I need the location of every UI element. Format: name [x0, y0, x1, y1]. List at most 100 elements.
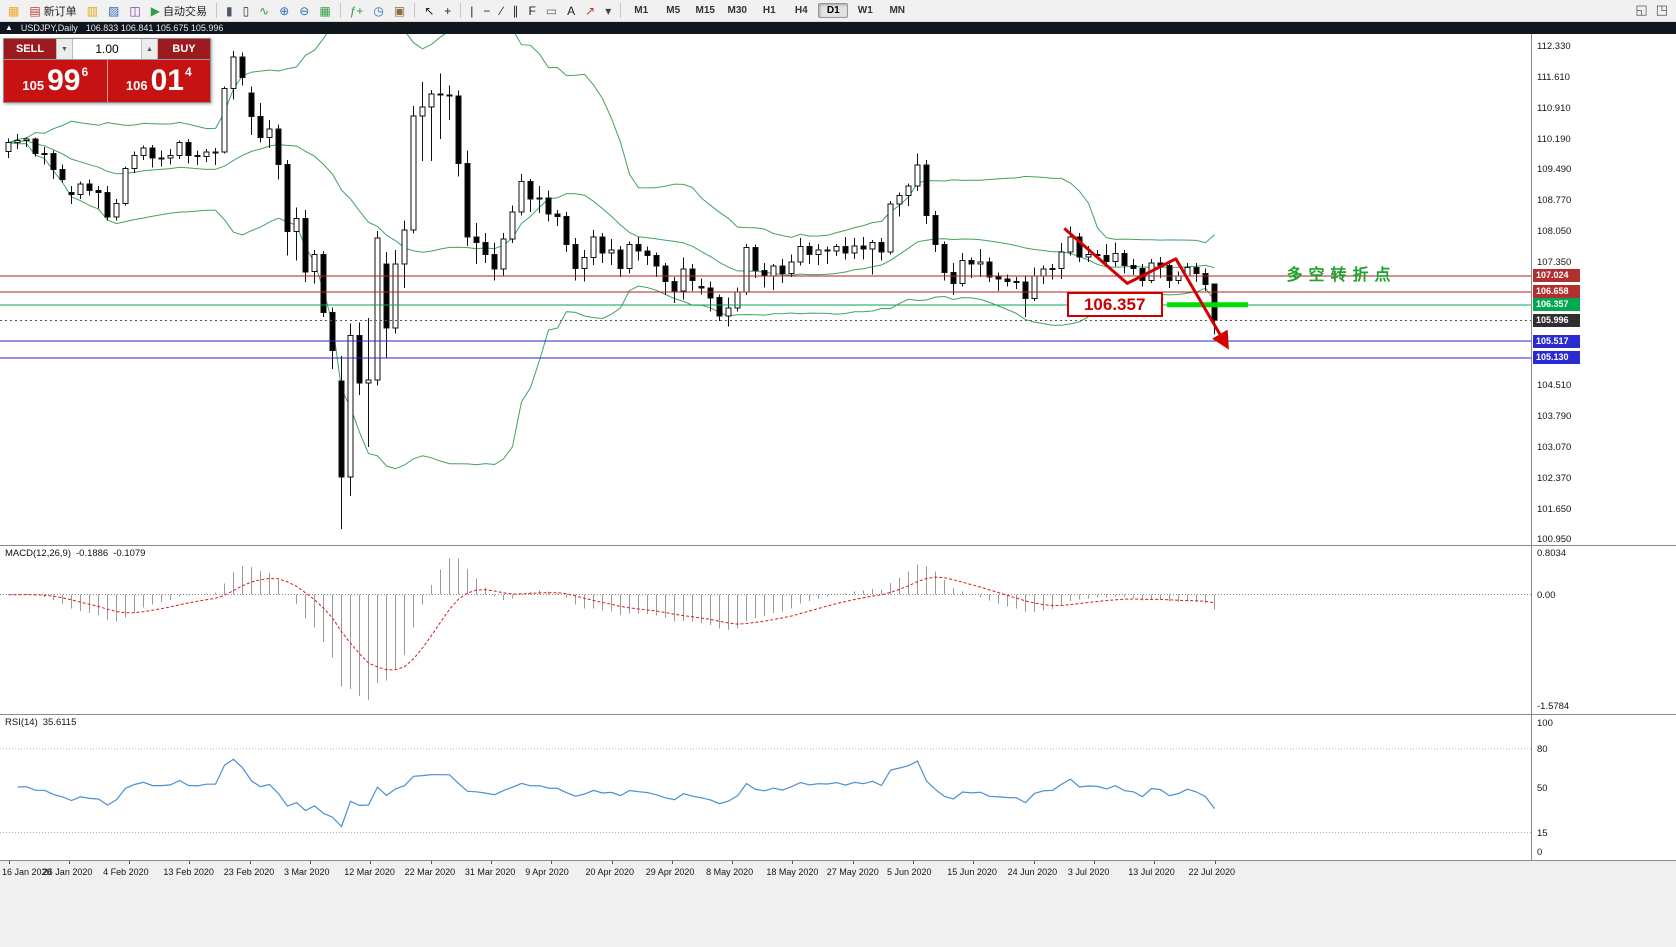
dropdown-arrow-icon: ▾ — [605, 3, 612, 18]
arrows-icon[interactable]: ↗ — [580, 1, 600, 21]
vertical-line-icon[interactable]: | — [465, 1, 478, 21]
timeframe-m5[interactable]: M5 — [666, 5, 681, 16]
toolbar-separator — [339, 3, 341, 18]
price-axis-label: 108.770 — [1537, 195, 1572, 207]
channel-icon[interactable]: ∥ — [507, 1, 523, 21]
macd-signal-value: -0.1079 — [113, 548, 146, 559]
volume-input[interactable] — [73, 39, 141, 59]
rsi-axis-label: 100 — [1537, 718, 1553, 729]
bollinger-middle-band — [8, 140, 1215, 276]
time-axis-label: 26 Jan 2020 — [42, 867, 93, 877]
zoom-out-icon[interactable]: ⊖ — [294, 1, 314, 21]
collapse-panel-icon[interactable]: ▲ — [5, 23, 13, 32]
candlestick-chart-icon[interactable]: ▯ — [238, 1, 255, 21]
time-axis-label: 23 Feb 2020 — [223, 867, 275, 877]
timeframe-m30[interactable]: M30 — [727, 5, 747, 16]
timeframe-h1[interactable]: H1 — [762, 5, 776, 16]
sell-button[interactable]: SELL — [4, 39, 56, 59]
macd-label: MACD(12,26,9) — [5, 548, 71, 559]
time-axis-label: 8 May 2020 — [706, 867, 754, 877]
time-axis-label: 29 Apr 2020 — [645, 867, 695, 877]
time-axis-label: 5 Jun 2020 — [887, 867, 932, 877]
bar-chart-icon[interactable]: ▮ — [221, 1, 238, 21]
line-chart-icon[interactable]: ∿ — [254, 1, 274, 21]
tile-windows-icon[interactable]: ▦ — [314, 1, 335, 21]
buy-button[interactable]: BUY — [158, 39, 210, 59]
cursor-icon: ↖ — [424, 3, 435, 18]
macd-main-value: -0.1886 — [76, 548, 109, 559]
timeframe-m1[interactable]: M1 — [634, 5, 649, 16]
window-layout-icon[interactable]: ◱ — [1635, 2, 1648, 17]
templates-icon: ▣ — [393, 3, 406, 18]
time-axis-label: 18 May 2020 — [766, 867, 819, 877]
volume-increment-button[interactable]: ▲ — [141, 39, 158, 59]
downtrend-zigzag-arrow[interactable] — [1063, 227, 1229, 350]
rsi-value: 35.6115 — [42, 717, 77, 728]
channel-icon: ∥ — [512, 3, 519, 18]
timeframe-d1[interactable]: D1 — [818, 3, 849, 18]
time-axis-tick — [1154, 861, 1156, 864]
rsi-indicator-canvas[interactable] — [0, 715, 1532, 860]
horizontal-line-icon[interactable]: − — [478, 1, 495, 21]
terminal-icon[interactable]: ▦ — [3, 1, 24, 21]
main-toolbar: ▦ ▤ 新订单 ▥ ▨ ◫ ▶ 自动交易 ▮ ▯ ∿ ⊕ ⊖ ▦ ƒ+ ◷ ▣ ↖ + | − ∕ ∥ F ▭ A ↗ ▾ M1 M5 M1… — [0, 0, 1676, 22]
timeframe-mn[interactable]: MN — [889, 5, 906, 16]
macd-indicator-canvas[interactable] — [0, 546, 1532, 714]
timeframe-w1[interactable]: W1 — [857, 5, 873, 16]
turning-point-annotation[interactable]: 多空转折点 — [1286, 267, 1397, 285]
time-axis-tick — [671, 861, 673, 864]
new-order-button[interactable]: ▤ 新订单 — [24, 1, 81, 21]
autotrading-button[interactable]: ▶ 自动交易 — [146, 1, 212, 21]
terminal-icon: ▦ — [8, 3, 20, 18]
new-window-icon[interactable]: ◳ — [1655, 2, 1668, 17]
new-chart-icon[interactable]: ▥ — [82, 1, 103, 21]
macd-splitter[interactable] — [0, 545, 1676, 546]
toolbar-separator — [620, 3, 622, 18]
price-tag-106.658: 106.658 — [1533, 285, 1580, 299]
volume-decrement-button[interactable]: ▼ — [56, 39, 73, 59]
ask-price-figure: 106 — [125, 77, 148, 93]
time-axis-tick — [1214, 861, 1216, 864]
text-icon[interactable]: A — [562, 1, 580, 21]
time-axis-tick — [1033, 861, 1035, 864]
trendline-icon[interactable]: ∕ — [495, 1, 507, 21]
shapes-icon[interactable]: ▭ — [541, 1, 562, 21]
ask-price-display[interactable]: 106 01 4 — [106, 60, 210, 102]
time-axis-tick — [310, 861, 311, 864]
time-axis-tick — [129, 861, 131, 864]
fibonacci-icon[interactable]: F — [523, 1, 540, 21]
bollinger-lower-band — [8, 142, 1215, 470]
market-watch-icon[interactable]: ◫ — [124, 1, 145, 21]
timeframe-m15[interactable]: M15 — [695, 5, 715, 16]
dropdown-arrow-icon[interactable]: ▾ — [600, 1, 616, 21]
time-axis-label: 22 Jul 2020 — [1188, 867, 1236, 877]
time-axis-tick — [792, 861, 794, 864]
rsi-splitter[interactable] — [0, 714, 1676, 715]
indicators-icon[interactable]: ƒ+ — [345, 1, 369, 21]
bid-price-display[interactable]: 105 99 6 — [4, 60, 107, 102]
time-axis-label: 4 Feb 2020 — [103, 867, 149, 877]
rsi-axis-label: 50 — [1537, 782, 1548, 794]
main-chart-canvas[interactable] — [0, 34, 1532, 545]
zoom-in-icon[interactable]: ⊕ — [274, 1, 294, 21]
templates-icon[interactable]: ▣ — [389, 1, 410, 21]
profiles-icon[interactable]: ▨ — [103, 1, 124, 21]
price-axis-label: 112.330 — [1537, 41, 1571, 52]
time-axis-tick — [611, 861, 613, 864]
time-axis-tick — [490, 861, 492, 864]
time-axis[interactable]: 16 Jan 2020 26 Jan 2020 4 Feb 2020 13 Feb 2… — [0, 860, 1676, 947]
cursor-icon[interactable]: ↖ — [419, 1, 439, 21]
bollinger-upper-band — [8, 34, 1215, 244]
zoom-out-icon: ⊖ — [299, 3, 310, 18]
time-axis-label: 24 Jun 2020 — [1007, 867, 1058, 877]
chart-title-strip: ▲ USDJPY,Daily 106.833 106.841 105.675 1… — [0, 22, 1676, 34]
periods-icon[interactable]: ◷ — [368, 1, 388, 21]
ohlc-readout: 106.833 106.841 105.675 105.996 — [85, 23, 224, 33]
timeframe-h4[interactable]: H4 — [794, 5, 808, 16]
price-level-callout[interactable]: 106.357 — [1066, 291, 1163, 317]
zoom-in-icon: ⊕ — [279, 3, 290, 18]
price-tag-107.024: 107.024 — [1533, 269, 1580, 283]
bar-chart-icon: ▮ — [225, 3, 233, 18]
new-chart-icon: ▥ — [86, 3, 99, 18]
crosshair-icon[interactable]: + — [439, 1, 456, 21]
